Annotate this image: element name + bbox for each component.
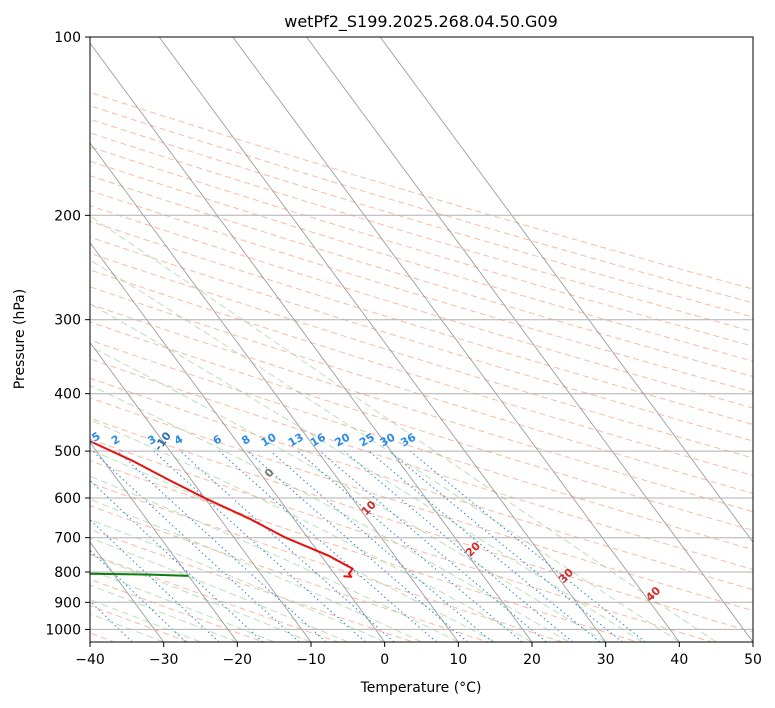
dry-adiabat: [90, 417, 753, 633]
dry-adiabat: [90, 397, 753, 612]
dry-adiabat: [90, 339, 753, 551]
x-tick-label: 30: [597, 652, 615, 668]
y-tick-label: 900: [54, 595, 81, 611]
dry-adiabat: [90, 321, 753, 532]
x-tick-label: −20: [223, 652, 253, 668]
dry-adiabat: [90, 160, 753, 362]
x-tick-label: 40: [670, 652, 688, 668]
mixing-ratio-line: [297, 450, 523, 642]
dry-adiabat: [90, 118, 753, 318]
y-tick-label: 1000: [45, 622, 81, 638]
x-tick-label: 20: [523, 652, 541, 668]
y-tick-label: 300: [54, 313, 81, 329]
y-tick-label: 400: [54, 387, 81, 403]
y-tick-label: 600: [54, 491, 81, 507]
x-tick-label: 10: [449, 652, 467, 668]
x-tick-label: 50: [744, 652, 762, 668]
chart-title: wetPf2_S199.2025.268.04.50.G09: [284, 12, 558, 32]
mixing-ratio-line: [247, 450, 468, 642]
isotherm: [90, 441, 238, 642]
mixing-ratio-line: [179, 450, 395, 642]
y-axis-label: Pressure (hPa): [12, 289, 28, 389]
mixing-ratio-line: [90, 549, 187, 642]
dry-adiabat: [90, 175, 753, 378]
isotherm: [90, 42, 533, 642]
mixing-ratio-line: [270, 450, 493, 642]
isotherm: [232, 37, 680, 642]
y-tick-label: 500: [54, 444, 81, 460]
isotherm: [306, 37, 753, 642]
x-axis-label: Temperature (°C): [360, 680, 482, 696]
x-tick-label: −10: [296, 652, 326, 668]
dry-adiabat: [90, 252, 753, 459]
isotherm: [158, 37, 607, 642]
temperature-profile: [90, 440, 354, 578]
mixing-ratio-line: [90, 518, 220, 642]
mixing-ratio-line: [319, 450, 547, 642]
dry-adiabat: [90, 132, 753, 333]
grid: [90, 37, 753, 630]
y-tick-label: 800: [54, 565, 81, 581]
y-tick-label: 100: [54, 30, 81, 46]
isotherm: [90, 341, 312, 642]
x-axis: −40 −30 −20 −10 0 10 20 30 40 50: [75, 642, 762, 668]
y-tick-label: 700: [54, 531, 81, 547]
dry-adiabat: [90, 438, 712, 642]
y-tick-label: 200: [54, 208, 81, 224]
x-tick-label: −40: [75, 652, 105, 668]
isotherm: [379, 37, 753, 543]
mixing-ratio-line: [368, 450, 601, 642]
dry-adiabat: [90, 460, 638, 642]
mixing-ratio-line: [153, 450, 366, 642]
isotherm: [90, 241, 386, 642]
dry-adiabat: [90, 236, 753, 442]
mixing-ratio-line: [343, 450, 574, 642]
mixing-ratio-line: [90, 479, 264, 642]
isotherm: [90, 142, 459, 642]
x-tick-label: 0: [380, 652, 389, 668]
dry-adiabat: [90, 286, 753, 494]
profiles: [90, 440, 354, 578]
y-axis: 100 200 300 400 500 600 700 800 900 1000: [45, 30, 90, 638]
x-tick-label: −30: [149, 652, 179, 668]
dry-adiabat: [90, 377, 753, 591]
plot-frame: [89, 36, 754, 643]
dry-adiabat: [90, 146, 753, 347]
mixing-ratio-line: [409, 450, 646, 642]
